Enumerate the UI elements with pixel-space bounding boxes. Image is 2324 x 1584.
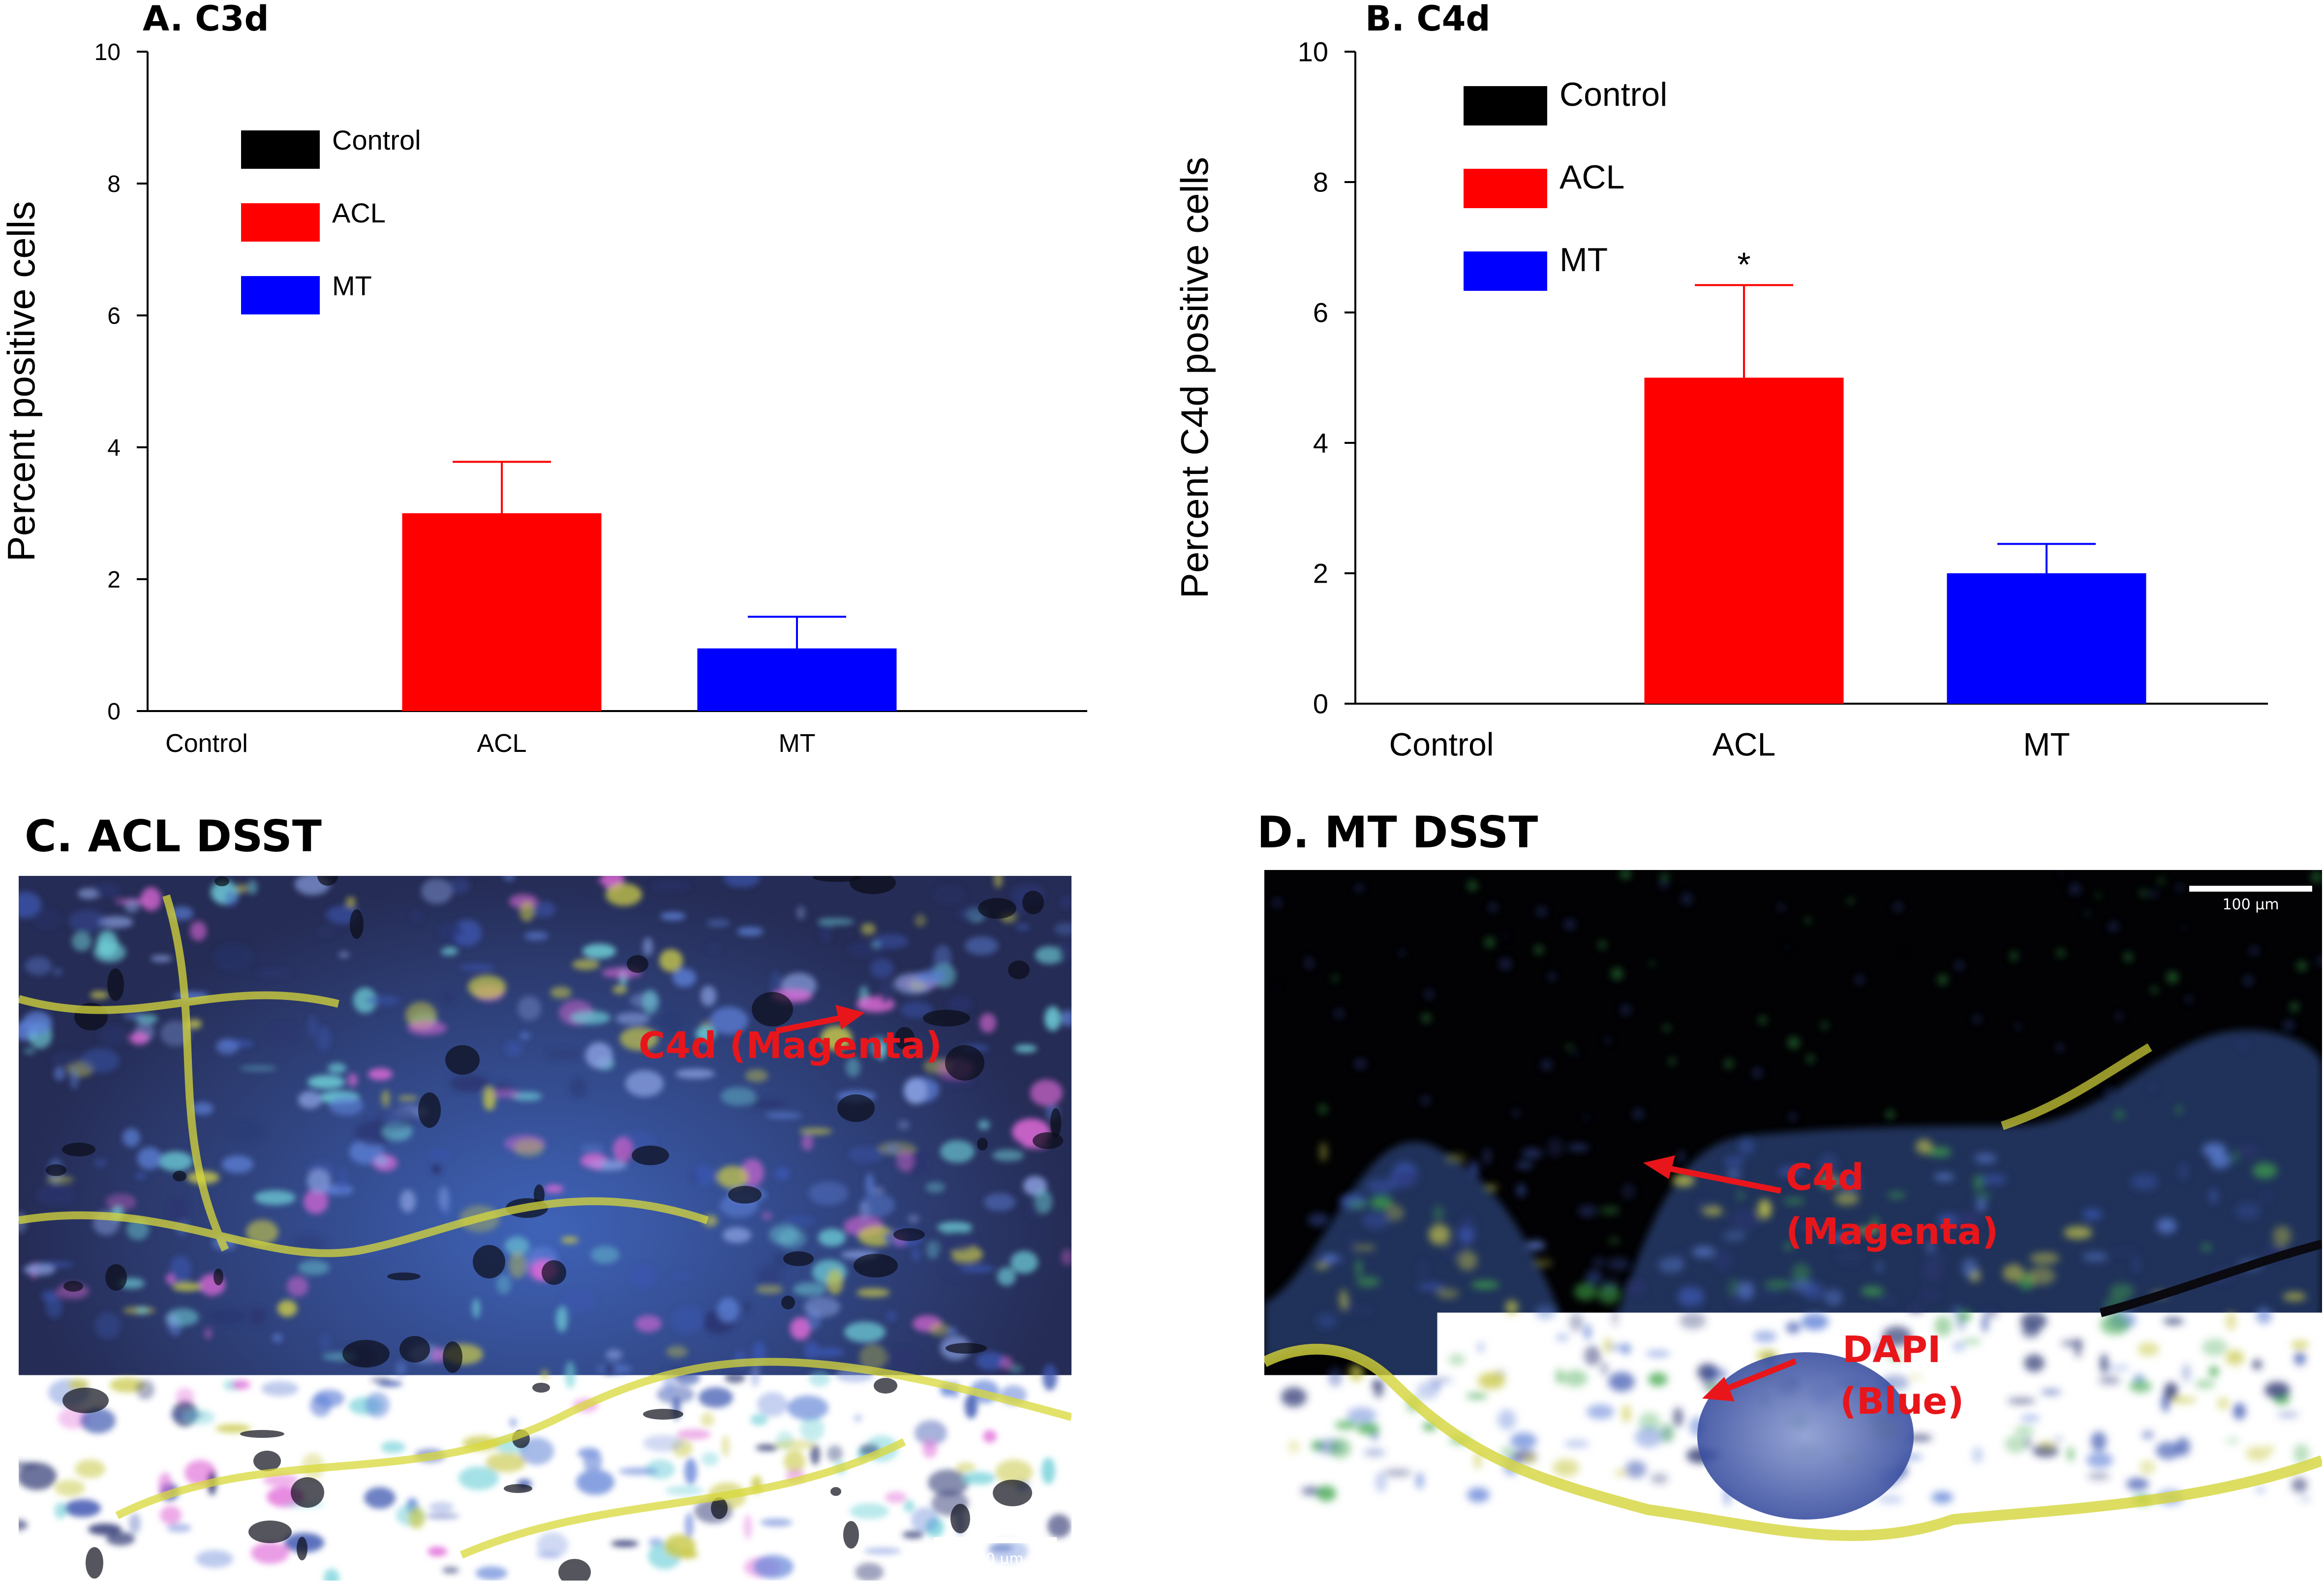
chart-a-y-tick-label: 8 [107,171,121,197]
c4d-arrowhead-d [1643,1155,1675,1179]
scale-bar-d-label: 100 µm [2222,896,2279,913]
dapi-nodule [1697,1352,1914,1520]
chart-b-y-tick-label: 8 [1313,167,1328,198]
panel-c-title: C. ACL DSST [25,811,322,862]
chart-b-y-tick-label: 4 [1313,428,1328,459]
chart-b-legend-label: MT [1560,241,1608,279]
chart-a-legend-swatch [241,276,320,314]
chart-a-legend-swatch [241,130,320,169]
mt-dsst-image: 100 µm C4d (Magenta) DAPI (Blue) [1264,870,2322,1575]
chart-a-y-tick-label: 4 [107,435,121,461]
magenta-label-d: (Magenta) [1786,1211,1998,1253]
chart-a-y-tick-label: 0 [107,699,121,725]
mt-dsst-micrograph: 100 µm C4d (Magenta) DAPI (Blue) [1264,870,2322,1575]
chart-b-legend-swatch [1464,251,1547,291]
chart-b-bar [1947,573,2146,704]
acl-dsst-image: 100 µm C4d (Magenta) [19,876,1071,1581]
chart-b-y-tick-label: 0 [1313,688,1328,719]
chart-a-y-axis-label: Percent positive cells [0,201,43,562]
chart-b-y-axis-label: Percent C4d positive cells [1173,157,1216,598]
chart-b-bar [1645,378,1844,704]
chart-panel-b: B. C4d 0 2 4 6 8 10 Percent C4d positive cells C… [1161,0,2324,787]
chart-b-legend-swatch [1464,86,1547,125]
chart-b-category-label: Control [1389,726,1494,763]
chart-b-y-tick-label: 2 [1313,558,1328,589]
chart-a-bar [698,649,897,711]
dapi-label-d: DAPI [1842,1329,1941,1371]
chart-b-y-tick-label: 10 [1298,36,1328,67]
chart-a-legend-label: Control [332,124,421,155]
chart-b-title: B. C4d [1365,0,1491,39]
chart-a-y-tick-label: 10 [94,39,121,65]
chart-b-significance-marker: * [1737,245,1750,283]
chart-b-category-label: ACL [1712,726,1775,763]
acl-dsst-micrograph: 100 µm C4d (Magenta) [19,876,1071,1581]
c4d-label-d: C4d [1786,1156,1864,1199]
chart-b-y-tick-label: 6 [1313,297,1328,328]
chart-a-svg: A. C3d 0 2 4 6 8 10 Percent positive cells Contr… [0,0,1161,787]
chart-a-title: A. C3d [143,0,269,39]
chart-a-y-tick-label: 2 [107,567,121,593]
chart-a-legend-label: MT [332,270,372,301]
chart-a-category-label: Control [165,729,248,758]
chart-b-legend-swatch [1464,169,1547,208]
chart-b-legend-label: ACL [1560,158,1624,196]
chart-b-category-label: MT [2023,726,2070,763]
chart-a-category-label: ACL [477,729,526,758]
blue-label-d: (Blue) [1840,1380,1964,1423]
chart-a-legend-label: ACL [332,197,386,228]
chart-panel-a: A. C3d 0 2 4 6 8 10 Percent positive cells Contr… [0,0,1161,787]
chart-a-bar [402,513,602,711]
chart-a-category-label: MT [778,729,815,758]
chart-b-legend-label: Control [1560,76,1667,113]
panel-d-title: D. MT DSST [1257,807,1538,858]
scale-bar-c-label: 100 µm [967,1551,1023,1568]
c4d-label-c: C4d (Magenta) [639,1025,942,1067]
chart-a-legend-swatch [241,203,320,242]
chart-a-y-tick-label: 6 [107,303,121,329]
chart-b-svg: B. C4d 0 2 4 6 8 10 Percent C4d positive cells C… [1161,0,2324,787]
